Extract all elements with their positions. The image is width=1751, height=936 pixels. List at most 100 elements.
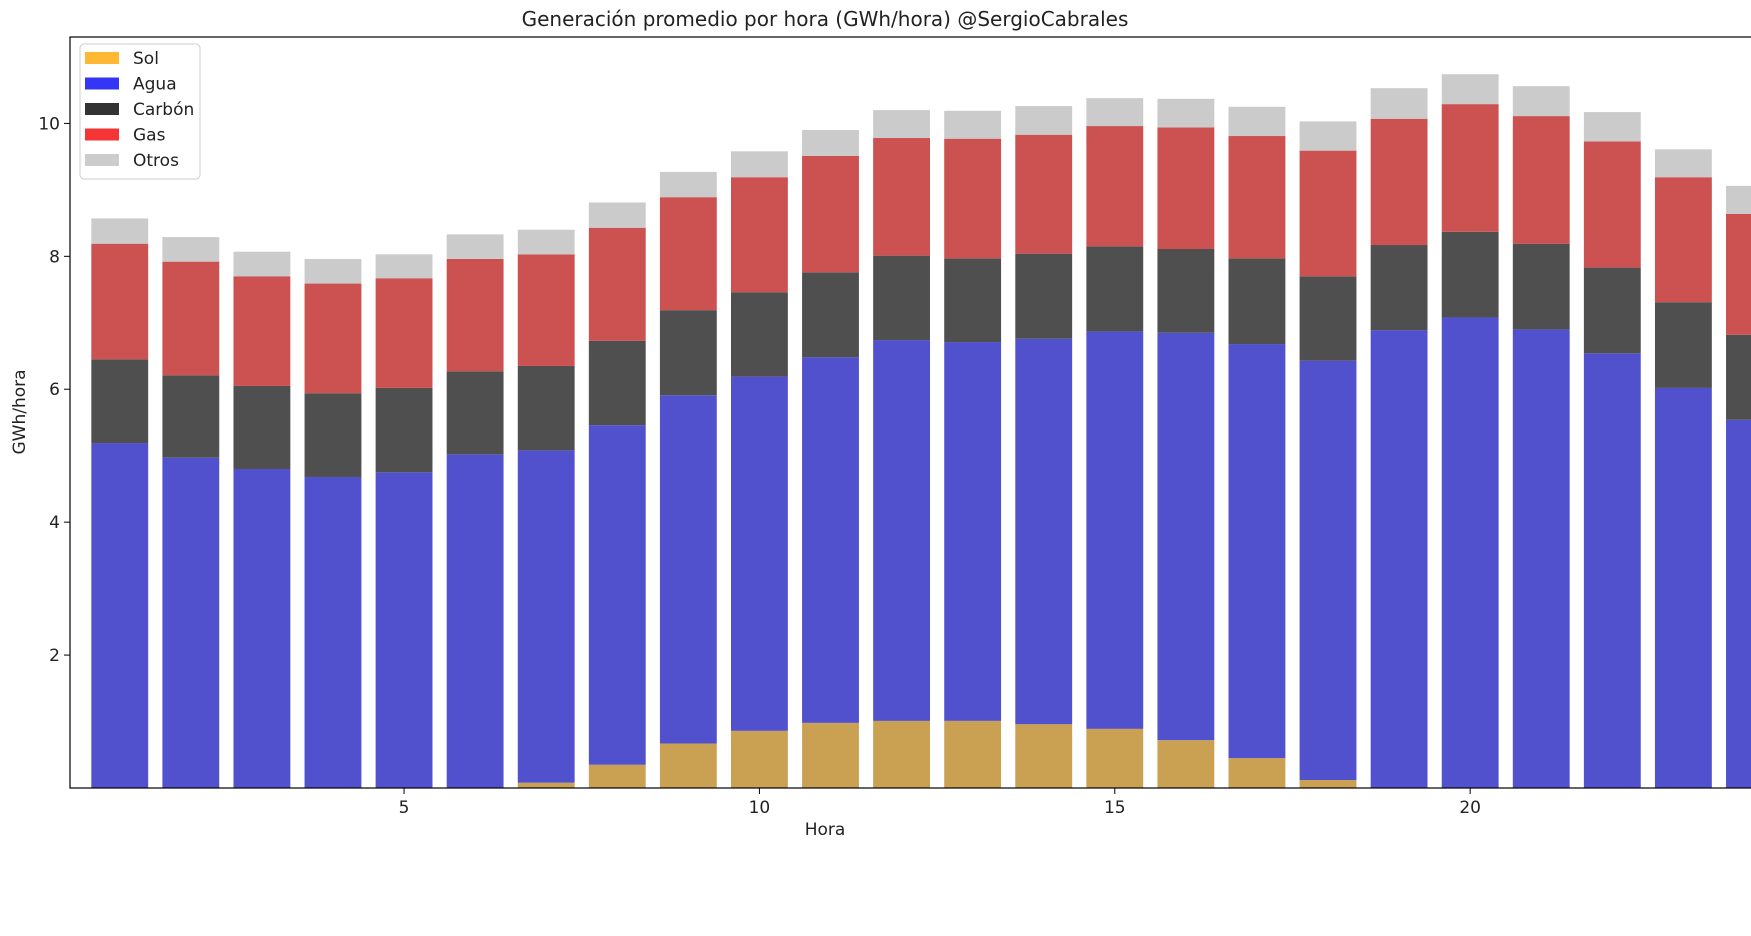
legend: Sol Agua Carbón Gas Otros — [79, 43, 201, 180]
plot-frame — [69, 36, 1751, 789]
x-tick-label-5: 5 — [399, 798, 410, 818]
bar-otros-3 — [233, 251, 291, 277]
bar-sol-15 — [1086, 728, 1144, 788]
bar-agua-2 — [162, 457, 220, 788]
legend-label-agua: Agua — [133, 75, 177, 95]
legend-swatch-sol — [85, 52, 119, 64]
bar-gas-9 — [659, 197, 717, 311]
bar-gas-15 — [1086, 126, 1144, 247]
bar-sol-12 — [873, 720, 930, 788]
x-axis-label: Hora — [805, 820, 846, 840]
bar-otros-2 — [162, 237, 220, 262]
bar-carbn-2 — [162, 375, 220, 458]
bar-carbn-1 — [91, 359, 149, 444]
x-tick-label-10: 10 — [749, 798, 771, 818]
bar-gas-2 — [162, 261, 220, 376]
legend-swatch-gas — [85, 128, 119, 141]
bar-carbn-8 — [588, 340, 646, 426]
bar-sol-13 — [944, 720, 1002, 788]
bar-otros-13 — [944, 110, 1002, 139]
bar-gas-7 — [517, 254, 575, 366]
bar-agua-8 — [588, 425, 646, 765]
bar-carbn-5 — [375, 387, 433, 473]
legend-swatch-otros — [85, 154, 119, 166]
bar-otros-11 — [802, 130, 859, 156]
y-tick-label-2: 2 — [49, 646, 60, 666]
bar-gas-21 — [1512, 116, 1570, 244]
bar-gas-18 — [1299, 150, 1357, 277]
y-tick-label-6: 6 — [49, 380, 60, 400]
bar-carbn-13 — [944, 258, 1002, 343]
chart-title: Generación promedio por hora (GWh/hora) … — [522, 7, 1129, 31]
bar-agua-24 — [1726, 419, 1751, 788]
bar-agua-7 — [517, 450, 575, 783]
bar-carbn-7 — [517, 365, 575, 451]
bar-carbn-21 — [1512, 243, 1570, 330]
bar-sol-17 — [1228, 758, 1286, 788]
bar-otros-14 — [1015, 106, 1073, 135]
bar-carbn-3 — [233, 385, 291, 469]
bar-carbn-12 — [873, 255, 930, 341]
bar-agua-18 — [1299, 360, 1357, 781]
bar-gas-5 — [375, 278, 433, 388]
bar-otros-21 — [1512, 86, 1570, 117]
bar-sol-8 — [588, 764, 646, 788]
y-tick-label-10: 10 — [38, 114, 60, 134]
bar-agua-10 — [730, 376, 788, 731]
bar-gas-22 — [1583, 141, 1641, 268]
bar-otros-9 — [659, 171, 717, 198]
bar-agua-12 — [873, 340, 930, 721]
bar-otros-10 — [730, 151, 788, 178]
bar-carbn-14 — [1015, 253, 1073, 339]
y-axis-label: GWh/hora — [10, 369, 30, 454]
bar-carbn-4 — [304, 393, 362, 477]
bar-carbn-22 — [1583, 267, 1641, 354]
bar-gas-23 — [1654, 177, 1712, 303]
bar-agua-21 — [1512, 329, 1570, 788]
bar-agua-13 — [944, 342, 1002, 721]
bar-agua-3 — [233, 468, 291, 788]
y-tick-label-4: 4 — [49, 513, 60, 533]
bar-agua-23 — [1654, 387, 1712, 788]
bar-gas-13 — [944, 138, 1002, 259]
y-axis: 2 4 6 8 10 — [38, 114, 70, 666]
bar-otros-15 — [1086, 98, 1144, 127]
legend-label-gas: Gas — [133, 126, 166, 146]
bar-otros-24 — [1726, 185, 1751, 214]
bar-carbn-23 — [1654, 302, 1712, 388]
bar-carbn-11 — [802, 272, 859, 358]
bar-agua-14 — [1015, 338, 1073, 725]
bar-sol-16 — [1157, 740, 1215, 788]
bar-carbn-9 — [659, 310, 717, 396]
bar-otros-5 — [375, 254, 433, 279]
bar-sol-9 — [659, 743, 717, 788]
bar-otros-22 — [1583, 112, 1641, 142]
legend-swatch-agua — [85, 77, 119, 90]
bar-agua-19 — [1370, 330, 1428, 788]
bar-otros-7 — [517, 229, 575, 255]
bar-carbn-16 — [1157, 249, 1215, 333]
bar-otros-12 — [873, 110, 930, 139]
bar-gas-8 — [588, 227, 646, 341]
bar-sol-11 — [802, 722, 859, 788]
bar-gas-20 — [1441, 104, 1499, 232]
bar-sol-14 — [1015, 724, 1073, 788]
bar-gas-6 — [446, 258, 504, 372]
legend-label-carbn: Carbón — [133, 100, 194, 120]
bar-gas-10 — [730, 177, 788, 293]
bar-carbn-20 — [1441, 231, 1499, 318]
bar-carbn-10 — [730, 292, 788, 377]
legend-label-sol: Sol — [133, 49, 159, 69]
bar-otros-20 — [1441, 74, 1499, 105]
bar-carbn-24 — [1726, 334, 1751, 420]
bar-carbn-15 — [1086, 246, 1144, 332]
bar-otros-19 — [1370, 88, 1428, 119]
bar-otros-8 — [588, 202, 646, 228]
bar-agua-1 — [91, 443, 149, 788]
bar-agua-22 — [1583, 353, 1641, 788]
bar-gas-12 — [873, 138, 930, 256]
bar-agua-11 — [802, 357, 859, 723]
bar-agua-16 — [1157, 332, 1215, 741]
bar-gas-17 — [1228, 136, 1286, 259]
